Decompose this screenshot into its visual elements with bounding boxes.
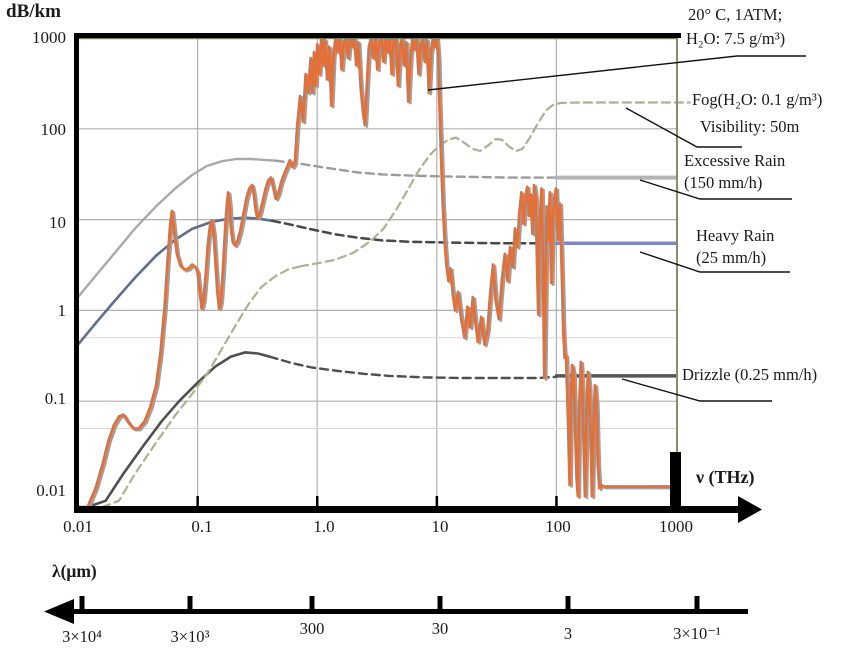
y-tick-1: 1 <box>57 301 67 320</box>
y-axis-title: dB/km <box>6 1 61 22</box>
lambda-tick-3: 3 <box>563 624 573 643</box>
x-tick-10: 10 <box>431 517 449 536</box>
annotation-fog-line2: Visibility: 50m <box>700 117 800 136</box>
y-tick-0p01: 0.01 <box>36 481 66 500</box>
x-axis-title: ν (THz) <box>696 467 755 487</box>
annotation-excessive-rain-line2: (150 mm/h) <box>684 173 763 192</box>
y-tick-0p1: 0.1 <box>44 389 66 408</box>
x-tick-1000: 1000 <box>659 517 693 536</box>
annotation-heavy-rain-line2: (25 mm/h) <box>696 248 767 267</box>
annotation-excessive-rain-line1: Excessive Rain <box>684 151 786 170</box>
lambda-tick-300: 300 <box>299 619 325 638</box>
annotation-drizzle: Drizzle (0.25 mm/h) <box>682 365 818 384</box>
y-tick-1000: 1000 <box>32 28 66 47</box>
x-tick-1: 1.0 <box>313 517 335 536</box>
annotation-atmosphere-line2: H₂O: 7.5 g/m³) <box>686 29 786 48</box>
annotation-heavy-rain-line1: Heavy Rain <box>696 226 775 245</box>
lambda-axis-title: λ(μm) <box>52 561 97 581</box>
annotation-atmosphere-line1: 20° C, 1ATM; <box>688 5 783 24</box>
x-tick-0p1: 0.1 <box>191 517 213 536</box>
lambda-tick-0p3: 3×10⁻¹ <box>673 624 721 643</box>
lambda-tick-3e3: 3×10³ <box>170 627 210 646</box>
annotation-fog-line1: Fog(H₂O: 0.1 g/m³) <box>692 90 823 109</box>
x-tick-0p01: 0.01 <box>63 517 93 536</box>
y-tick-100: 100 <box>40 120 67 139</box>
x-tick-100: 100 <box>545 517 571 536</box>
lambda-tick-3e4: 3×10⁴ <box>62 627 102 646</box>
lambda-tick-30: 30 <box>431 619 449 638</box>
y-tick-10: 10 <box>49 213 66 232</box>
